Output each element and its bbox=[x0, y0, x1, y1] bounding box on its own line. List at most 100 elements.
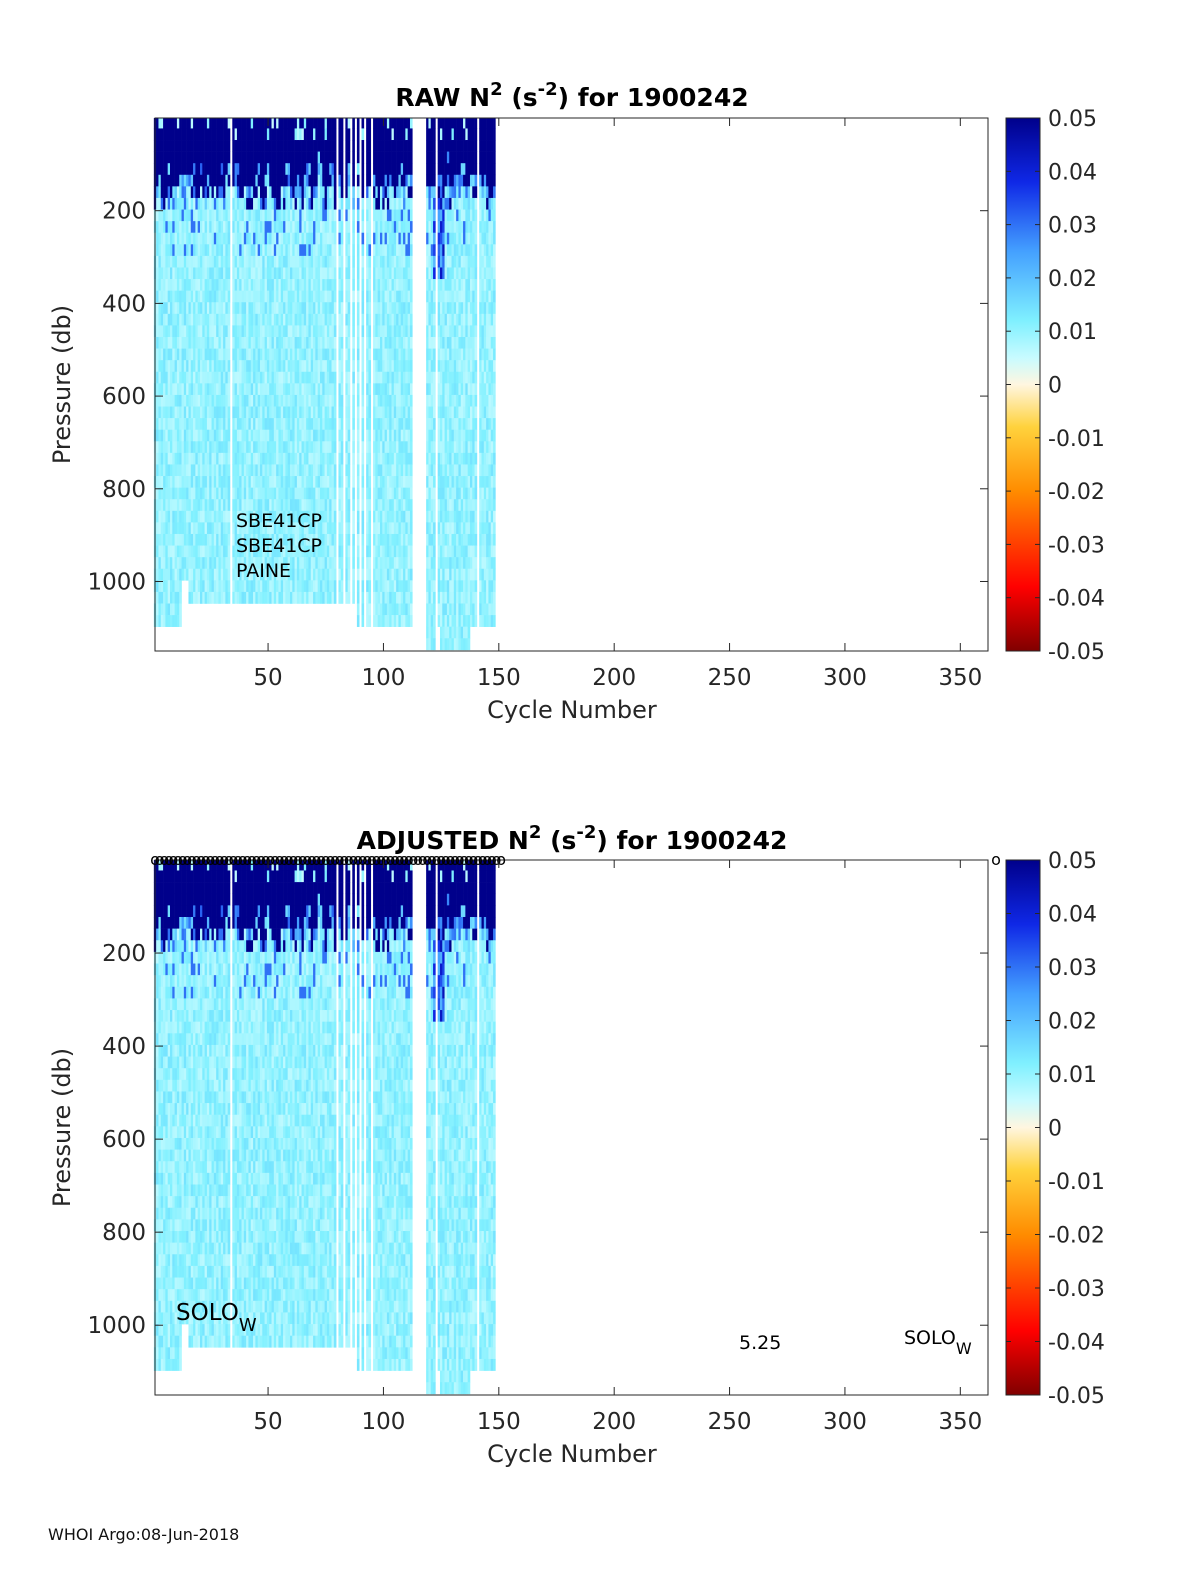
heat-cell bbox=[322, 533, 325, 546]
heat-cell bbox=[174, 186, 178, 199]
heat-cell bbox=[255, 221, 258, 234]
heat-cell bbox=[253, 499, 256, 512]
heat-cell bbox=[379, 197, 383, 210]
heat-cell bbox=[266, 360, 270, 373]
heat-cell bbox=[453, 394, 457, 407]
heat-cell bbox=[156, 118, 159, 129]
heat-cell bbox=[188, 545, 192, 558]
heat-cell bbox=[391, 545, 395, 558]
heat-cell bbox=[433, 522, 436, 535]
heat-cell bbox=[430, 140, 434, 152]
heat-cell bbox=[393, 510, 397, 523]
heat-cell bbox=[273, 128, 277, 141]
heat-cell bbox=[315, 383, 318, 396]
heat-cell bbox=[285, 499, 288, 512]
heat-cell bbox=[409, 603, 413, 616]
heat-cell bbox=[280, 140, 284, 152]
heat-cell bbox=[319, 557, 323, 570]
heat-cell bbox=[278, 232, 282, 245]
heat-cell bbox=[250, 118, 254, 129]
heat-cell bbox=[156, 255, 159, 268]
heat-cell bbox=[393, 313, 397, 326]
heat-cell bbox=[301, 533, 305, 546]
heat-cell bbox=[326, 545, 330, 558]
heat-cell bbox=[186, 140, 189, 152]
heat-cell bbox=[255, 279, 258, 291]
heat-cell bbox=[299, 209, 302, 222]
heat-cell bbox=[426, 533, 429, 546]
heat-cell bbox=[403, 591, 406, 604]
heat-cell bbox=[250, 151, 254, 164]
heat-cell bbox=[329, 221, 332, 234]
heat-cell bbox=[409, 232, 413, 245]
heat-cell bbox=[246, 476, 249, 488]
heat-cell bbox=[197, 232, 201, 245]
heat-cell bbox=[373, 151, 376, 164]
heat-cell bbox=[356, 545, 360, 558]
heat-cell bbox=[156, 186, 159, 199]
heat-cell bbox=[179, 163, 182, 176]
heat-cell bbox=[352, 557, 355, 570]
heat-cell bbox=[220, 591, 224, 604]
heat-cell bbox=[379, 615, 383, 627]
heat-cell bbox=[428, 406, 432, 419]
heat-cell bbox=[264, 522, 268, 535]
heat-cell bbox=[223, 186, 226, 199]
heat-cell bbox=[246, 371, 249, 384]
heat-cell bbox=[366, 591, 369, 604]
heat-cell bbox=[340, 568, 344, 581]
heat-cell bbox=[255, 452, 258, 465]
heat-cell bbox=[220, 140, 224, 152]
heat-cell bbox=[433, 267, 436, 280]
heat-cell bbox=[396, 118, 399, 129]
heat-cell bbox=[398, 197, 402, 210]
heat-cell bbox=[170, 406, 173, 419]
heat-cell bbox=[188, 244, 192, 257]
heat-cell bbox=[451, 279, 455, 291]
heat-cell bbox=[248, 221, 252, 234]
heat-cell bbox=[409, 174, 413, 187]
heat-cell bbox=[368, 325, 372, 338]
heat-cell bbox=[292, 336, 295, 349]
heat-cell bbox=[324, 464, 328, 477]
heat-cell bbox=[195, 510, 198, 523]
heat-cell bbox=[160, 580, 164, 593]
heat-cell bbox=[315, 441, 318, 454]
heat-cell bbox=[211, 325, 215, 338]
heat-cell bbox=[163, 487, 166, 500]
heat-cell bbox=[232, 244, 235, 257]
heat-cell bbox=[340, 313, 344, 326]
heat-cell bbox=[186, 464, 189, 477]
heat-cell bbox=[186, 209, 189, 222]
heat-cell bbox=[227, 302, 231, 315]
heat-cell bbox=[400, 209, 404, 222]
heat-cell bbox=[407, 429, 411, 442]
heat-cell bbox=[183, 394, 187, 407]
heat-cell bbox=[446, 336, 450, 349]
heat-cell bbox=[213, 163, 217, 176]
heat-cell bbox=[317, 568, 321, 581]
heat-cell bbox=[266, 568, 270, 581]
heat-cell bbox=[262, 464, 265, 477]
heat-cell bbox=[280, 452, 284, 465]
heat-cell bbox=[366, 255, 369, 268]
heat-cell bbox=[303, 441, 307, 454]
heat-cell bbox=[319, 452, 323, 465]
heat-cell bbox=[264, 163, 268, 176]
heat-cell bbox=[223, 533, 226, 546]
heat-cell bbox=[368, 163, 372, 176]
heat-cell bbox=[183, 336, 187, 349]
heat-cell bbox=[299, 267, 302, 280]
heat-cell bbox=[356, 174, 360, 187]
heat-cell bbox=[433, 232, 436, 245]
heat-cell bbox=[456, 186, 459, 199]
heat-cell bbox=[405, 452, 408, 465]
heat-cell bbox=[428, 499, 432, 512]
heat-cell bbox=[405, 406, 408, 419]
heat-cell bbox=[280, 209, 284, 222]
heat-cell bbox=[223, 290, 226, 303]
heat-cell bbox=[170, 118, 173, 129]
heat-cell bbox=[246, 209, 249, 222]
heat-cell bbox=[204, 140, 208, 152]
heat-cell bbox=[250, 429, 254, 442]
